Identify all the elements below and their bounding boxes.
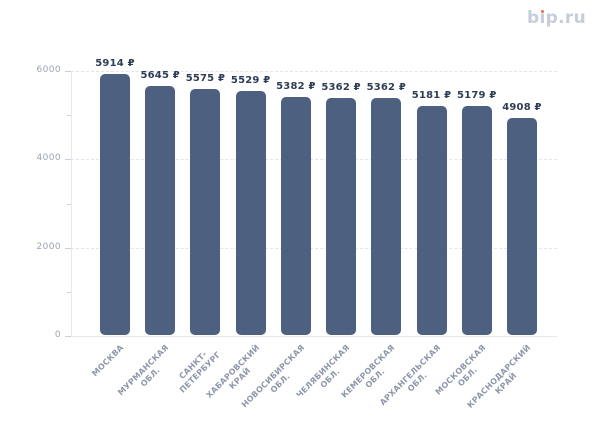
y-axis-label: 4000 [36,153,61,164]
bar[interactable] [506,118,537,335]
y-axis-tick [65,71,71,72]
y-axis-label: 0 [54,330,61,340]
bar-value-label: 5181 ₽ [411,90,452,102]
bar[interactable] [461,106,492,335]
bar-value-label: 5179 ₽ [457,90,497,102]
logo-text-b: b [527,8,540,28]
bar-value-label: 4908 ₽ [502,102,542,114]
bar[interactable] [145,85,176,335]
bar[interactable] [235,90,266,335]
bar-value-label: 5529 ₽ [230,74,271,86]
bar-value-label: 5362 ₽ [321,82,361,94]
y-axis-minor-tick [67,115,71,117]
y-axis-minor-tick [67,203,71,205]
logo-letter-i: ı [540,8,546,28]
bar[interactable] [416,106,447,335]
bar[interactable] [326,98,357,335]
bar[interactable] [280,97,311,335]
bar[interactable] [100,73,130,335]
bar-value-label: 5575 ₽ [185,72,226,84]
y-axis-tick [65,336,71,337]
bip-logo[interactable]: bı p.ru [527,8,586,28]
y-axis-tick [65,159,71,161]
logo-text-rest: p.ru [545,8,586,28]
x-axis-label-text: МОСКВА [90,343,126,379]
bar[interactable] [371,98,402,335]
gridline [71,159,557,161]
logo-dotless-i: ı [539,8,546,28]
gridline [71,71,557,72]
y-axis-line [71,71,72,336]
y-axis-label: 2000 [36,241,61,252]
y-axis-label: 6000 [36,65,61,75]
y-axis-minor-tick [67,291,71,293]
bar-value-label: 5645 ₽ [140,69,180,81]
bar-value-label: 5362 ₽ [366,82,407,94]
logo-i-dot [541,10,545,14]
y-axis-tick [65,247,71,249]
bar-value-label: 5382 ₽ [276,81,316,93]
bar[interactable] [190,88,221,335]
gridline [71,247,557,249]
bar-value-label: 5914 ₽ [95,57,135,69]
x-axis-line [71,336,557,337]
